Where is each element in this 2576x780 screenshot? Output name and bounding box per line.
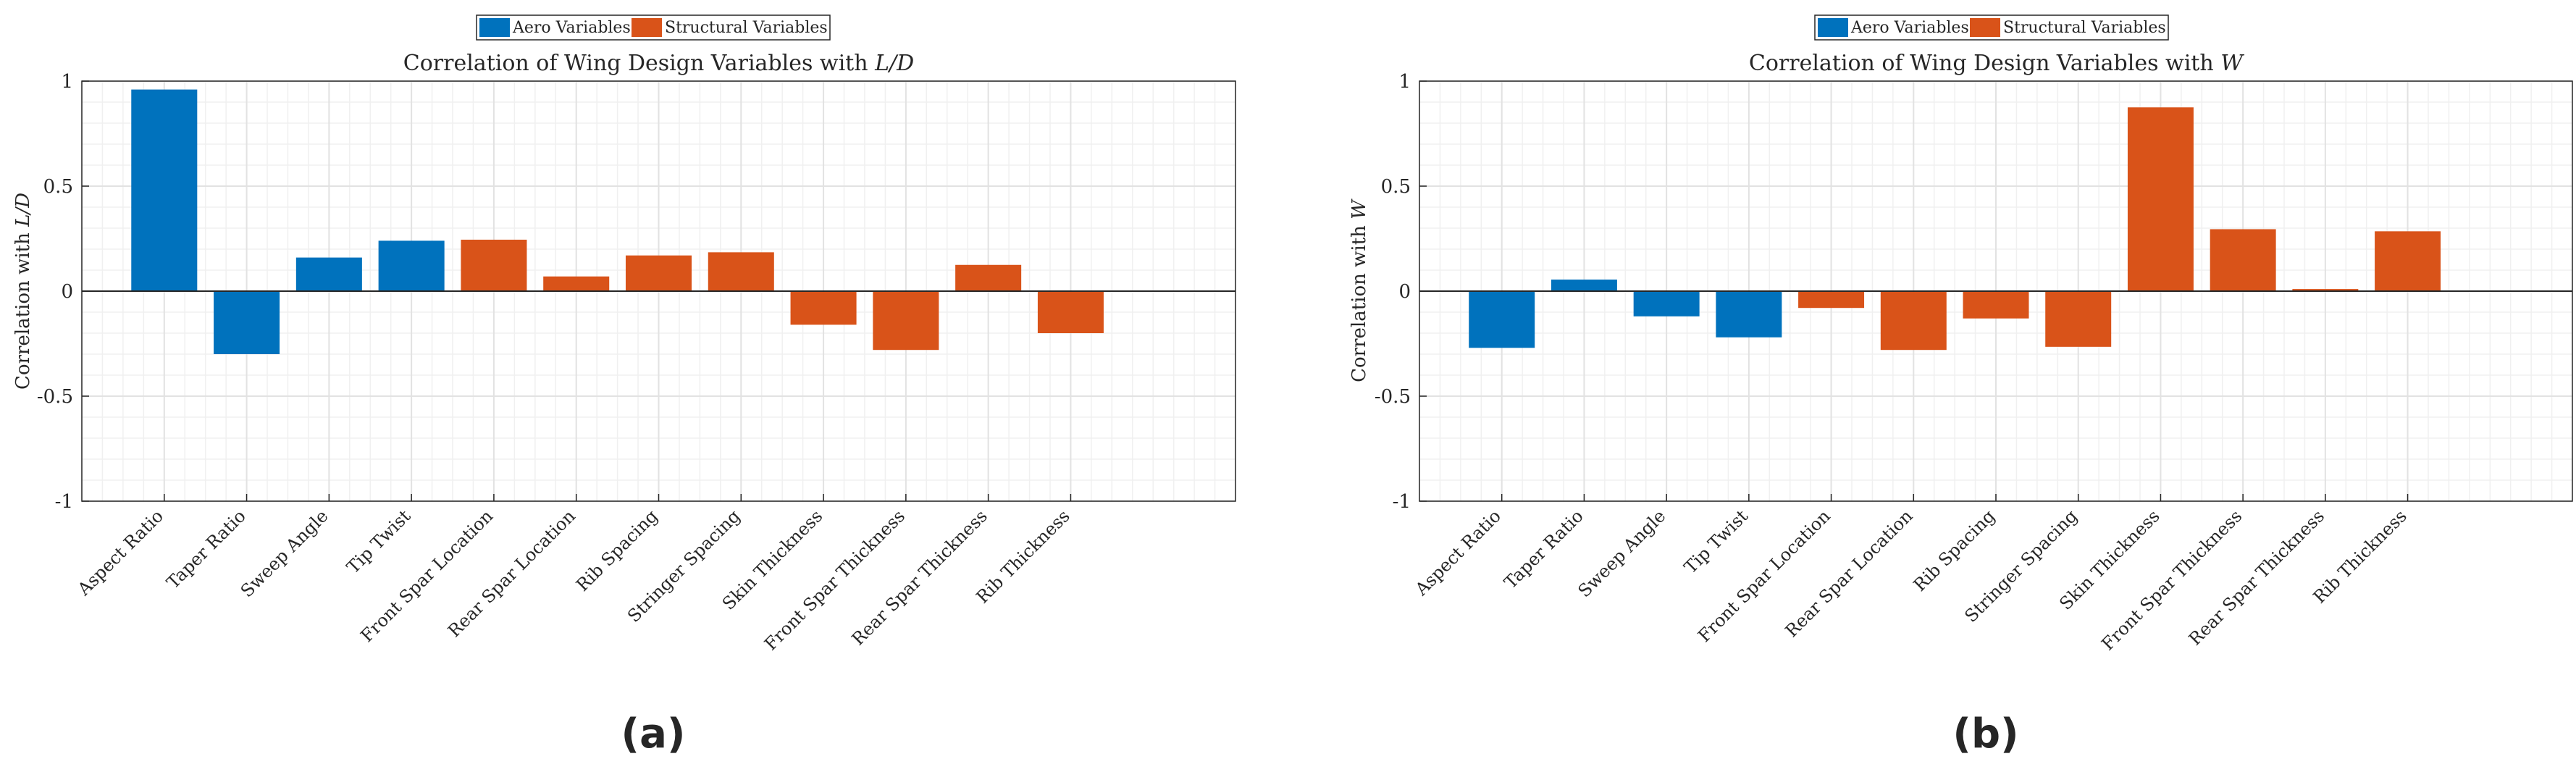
x-tick-label: Rear Spar Thickness — [848, 506, 991, 649]
chart-title: Correlation of Wing Design Variables wit… — [1749, 51, 2244, 76]
bar — [214, 291, 280, 354]
x-tick-label: Rib Spacing — [1910, 506, 2000, 595]
bar — [1880, 291, 1947, 351]
legend-label-structural: Structural Variables — [2003, 19, 2166, 37]
y-tick-label: 1 — [61, 71, 73, 93]
y-axis-label-text: Correlation with — [1348, 219, 1370, 382]
panel-label: (b) — [1952, 710, 2018, 758]
y-tick-label: 0 — [61, 281, 73, 303]
y-tick-label: -0.5 — [1375, 386, 1411, 408]
legend-label-aero: Aero Variables — [512, 19, 631, 37]
y-axis-label: Correlation with W — [1348, 198, 1370, 382]
x-tick-label: Tip Twist — [343, 506, 414, 577]
legend-swatch-aero — [1818, 18, 1848, 37]
legend-swatch-structural — [632, 18, 662, 37]
bar — [378, 240, 445, 291]
y-axis-label-variable: L/D — [12, 193, 34, 227]
legend-label-structural: Structural Variables — [665, 19, 828, 37]
bar — [1469, 291, 1535, 348]
bar — [1798, 291, 1865, 309]
bar — [1037, 291, 1104, 333]
chart-title: Correlation of Wing Design Variables wit… — [403, 51, 914, 76]
y-tick-label: 0.5 — [43, 176, 73, 198]
bar — [955, 264, 1022, 291]
bar — [2045, 291, 2112, 347]
bar — [461, 239, 527, 291]
bar — [1963, 291, 2029, 319]
x-tick-label: Rear Spar Thickness — [2185, 506, 2328, 649]
y-tick-label: 0.5 — [1381, 176, 1411, 198]
legend-swatch-aero — [479, 18, 510, 37]
legend: Aero Variables Structural Variables — [476, 14, 831, 41]
bar — [2210, 229, 2276, 291]
chart-title-variable: L/D — [874, 51, 914, 76]
chart-title-variable: W — [2220, 51, 2244, 76]
y-tick-label: 1 — [1398, 71, 1411, 93]
x-tick-label: Aspect Ratio — [1411, 506, 1505, 600]
y-tick-label: -0.5 — [37, 386, 73, 408]
x-tick-label: Sweep Angle — [1574, 506, 1670, 601]
bar — [2375, 231, 2441, 291]
panel-label: (a) — [621, 710, 686, 758]
chart-title-text: Correlation of Wing Design Variables wit… — [1749, 51, 2220, 76]
legend: Aero Variables Structural Variables — [1814, 14, 2169, 41]
x-tick-label: Front Spar Location — [357, 506, 498, 646]
x-tick-label: Front Spar Thickness — [760, 506, 909, 654]
y-tick-label: -1 — [55, 491, 73, 513]
bar — [625, 255, 692, 291]
x-tick-label: Aspect Ratio — [73, 506, 167, 600]
bar — [131, 89, 198, 291]
x-tick-label: Rib Spacing — [572, 506, 662, 595]
y-axis-label-variable: W — [1348, 198, 1370, 219]
x-tick-label: Tip Twist — [1680, 506, 1752, 577]
bar — [1633, 291, 1700, 316]
x-tick-label: Taper Ratio — [1501, 506, 1587, 592]
y-axis-label: Correlation with L/D — [12, 193, 34, 390]
x-tick-label: Front Spar Location — [1694, 506, 1834, 646]
bar — [2127, 107, 2194, 291]
x-tick-label: Front Spar Thickness — [2097, 506, 2246, 654]
y-tick-label: 0 — [1398, 281, 1411, 303]
bar — [1716, 291, 1782, 337]
bar — [2292, 289, 2359, 291]
x-tick-label: Taper Ratio — [163, 506, 250, 592]
y-axis-label-text: Correlation with — [12, 227, 34, 390]
bar — [543, 276, 610, 291]
x-tick-label: Sweep Angle — [237, 506, 332, 601]
legend-label-aero: Aero Variables — [1850, 19, 1969, 37]
bar — [790, 291, 857, 325]
legend-swatch-structural — [1970, 18, 2000, 37]
chart-title-text: Correlation of Wing Design Variables wit… — [403, 51, 875, 76]
y-tick-label: -1 — [1393, 491, 1411, 513]
bar — [708, 252, 774, 291]
bar — [1551, 280, 1617, 291]
bar — [873, 291, 939, 351]
bar — [295, 257, 362, 291]
